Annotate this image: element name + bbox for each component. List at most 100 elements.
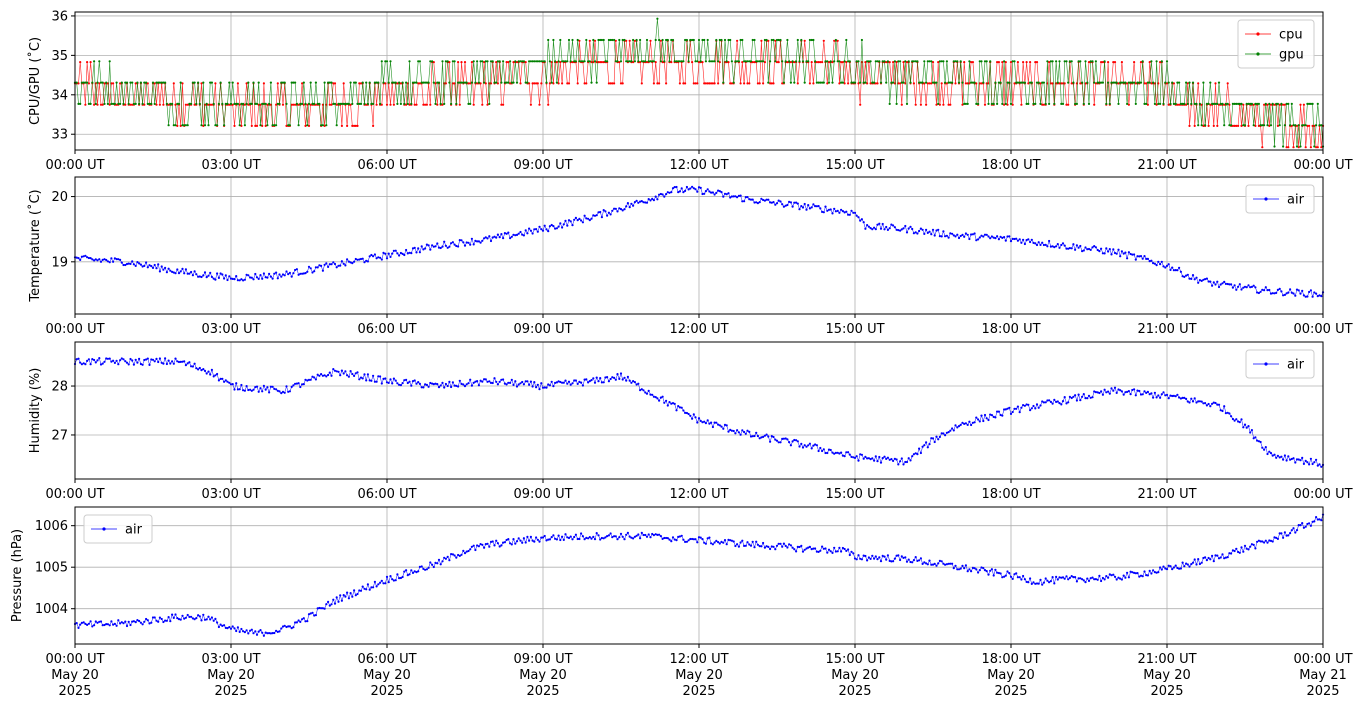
data-point: [1159, 263, 1162, 266]
data-point: [146, 619, 149, 622]
data-point: [219, 623, 222, 626]
data-point: [914, 60, 917, 63]
data-point: [985, 82, 988, 85]
data-point: [134, 621, 137, 624]
data-point: [853, 211, 857, 214]
data-point: [1302, 103, 1305, 106]
data-point: [84, 254, 87, 257]
data-point: [1063, 82, 1066, 85]
data-point: [536, 230, 539, 233]
data-point: [777, 61, 780, 64]
data-point: [911, 60, 914, 63]
data-point: [1242, 103, 1245, 106]
data-point: [463, 385, 467, 388]
data-point: [727, 430, 730, 433]
data-point: [1119, 389, 1122, 392]
data-point: [703, 420, 706, 423]
data-point: [190, 615, 193, 618]
data-point: [280, 81, 283, 84]
data-point: [810, 548, 813, 551]
data-point: [181, 267, 184, 270]
data-point: [1252, 124, 1255, 127]
data-point: [427, 385, 430, 388]
data-point: [1060, 102, 1063, 105]
data-point: [587, 60, 590, 63]
data-point: [429, 381, 432, 385]
data-point: [1315, 516, 1318, 519]
data-point: [372, 374, 375, 377]
data-point: [1295, 458, 1299, 461]
data-point: [1136, 572, 1139, 575]
data-point: [1032, 404, 1035, 408]
data-point: [171, 360, 174, 363]
data-point: [886, 60, 890, 63]
data-point: [696, 60, 699, 63]
data-point: [909, 560, 912, 564]
data-point: [422, 248, 425, 251]
data-point: [779, 542, 782, 545]
data-point: [665, 82, 668, 85]
data-point: [781, 545, 784, 548]
data-point: [479, 241, 482, 244]
data-point: [375, 81, 378, 84]
data-point: [483, 546, 486, 549]
data-point: [1273, 145, 1276, 148]
data-point: [1247, 124, 1250, 127]
data-point: [314, 81, 317, 84]
data-point: [850, 550, 853, 553]
data-point: [299, 385, 302, 389]
data-point: [756, 82, 760, 85]
data-point: [389, 60, 392, 63]
data-point: [531, 82, 534, 85]
data-point: [145, 261, 148, 264]
data-point: [112, 102, 115, 105]
data-point: [432, 245, 435, 248]
data-point: [425, 568, 428, 571]
data-point: [93, 358, 96, 362]
data-point: [692, 538, 695, 541]
data-point: [1008, 406, 1011, 409]
legend-label-air: air: [1287, 358, 1305, 373]
data-point: [1023, 81, 1026, 84]
data-point: [200, 369, 203, 372]
data-point: [1250, 285, 1253, 288]
data-point: [947, 103, 950, 106]
data-point: [723, 61, 727, 64]
data-point: [457, 553, 460, 557]
data-point: [207, 370, 210, 373]
data-point: [406, 252, 409, 255]
data-point: [954, 235, 957, 238]
data-point: [1139, 574, 1143, 577]
data-point: [1063, 577, 1066, 580]
data-point: [633, 201, 637, 204]
data-point: [973, 567, 976, 570]
data-point: [1198, 102, 1201, 105]
data-point: [793, 201, 796, 204]
data-point: [489, 82, 493, 85]
data-point: [807, 546, 810, 549]
data-point: [628, 39, 631, 42]
data-point: [528, 60, 531, 63]
data-point: [320, 124, 323, 127]
data-point: [292, 384, 295, 387]
data-point: [966, 233, 969, 236]
data-point: [900, 228, 903, 231]
data-point: [609, 213, 612, 216]
data-point: [476, 60, 479, 63]
data-point: [1179, 270, 1182, 273]
data-point: [229, 277, 233, 280]
data-point: [411, 247, 415, 250]
data-point: [512, 81, 515, 84]
data-point: [112, 623, 115, 626]
data-point: [351, 372, 354, 376]
data-point: [431, 563, 434, 566]
data-point: [649, 536, 652, 539]
data-point: [179, 81, 182, 84]
data-point: [983, 413, 987, 417]
data-point: [1287, 146, 1290, 149]
data-point: [167, 359, 170, 362]
data-point: [1042, 81, 1045, 84]
y-tick-label: 1005: [35, 561, 68, 576]
data-point: [1001, 414, 1004, 417]
data-point: [526, 380, 529, 383]
